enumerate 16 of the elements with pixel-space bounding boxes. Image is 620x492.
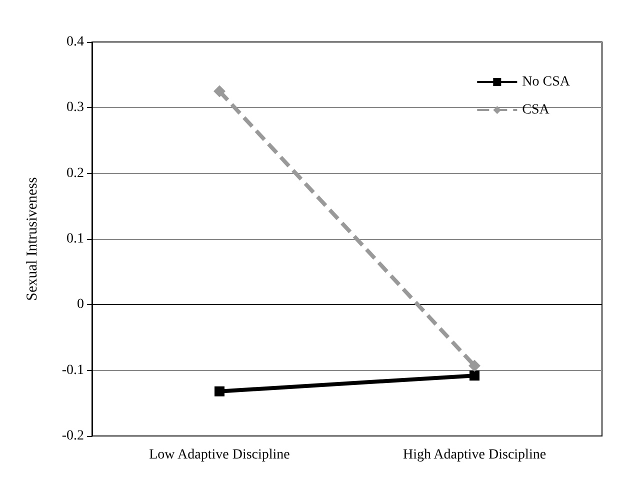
- x-tick-label: High Adaptive Discipline: [402, 448, 546, 462]
- y-tick-label: -0.2: [62, 428, 84, 444]
- point: [214, 85, 226, 98]
- y-tick-label: 0.2: [66, 166, 84, 181]
- legend-label: CSA: [522, 102, 550, 118]
- point: [468, 360, 480, 372]
- y-tick-label: 0.1: [66, 232, 84, 246]
- x-tick-label: Low Adaptive Discipline: [149, 448, 290, 462]
- point: [214, 386, 224, 396]
- y-tick-label: 0.4: [66, 34, 84, 50]
- point: [470, 370, 480, 381]
- y-axis-title: Sexual Intrusiveness: [24, 176, 40, 301]
- y-tick-label: 0: [77, 297, 84, 312]
- y-tick-label: 0.3: [66, 100, 84, 116]
- legend-label: No CSA: [522, 74, 571, 90]
- y-tick-label: -0.1: [62, 362, 84, 378]
